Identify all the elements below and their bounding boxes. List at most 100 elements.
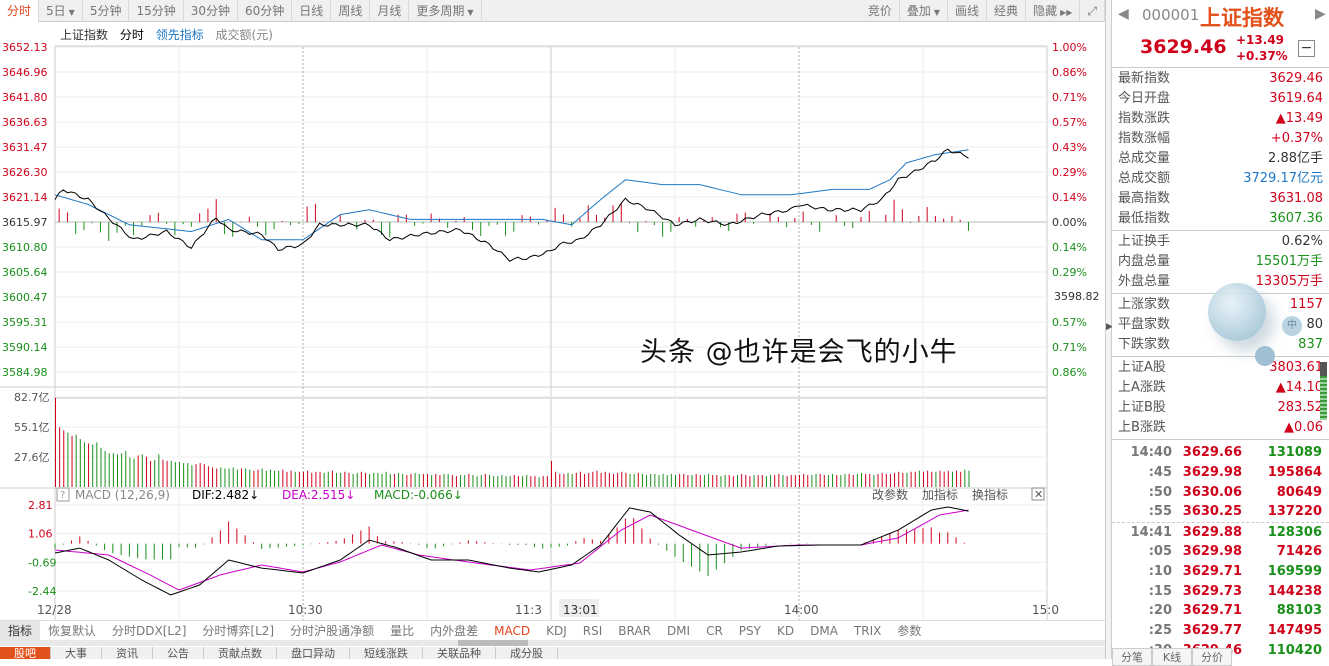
panel-tab[interactable]: 分价: [1192, 648, 1232, 666]
bottom-tab[interactable]: 股吧: [0, 647, 51, 659]
price-tick: 3631.47: [2, 141, 48, 154]
period-tab[interactable]: 分时: [0, 0, 40, 22]
price-tick: 3646.96: [2, 66, 48, 79]
quote-row: 平盘家数 80: [1112, 315, 1329, 335]
quote-row: 上证B股 283.52: [1112, 398, 1329, 418]
toolbar-button[interactable]: 竞价: [861, 0, 900, 22]
quote-value: +0.37%: [1270, 131, 1323, 146]
indicator-tab[interactable]: KDJ: [546, 624, 567, 638]
quote-row: 总成交量 2.88亿手: [1112, 149, 1329, 169]
indicator-tab[interactable]: KD: [776, 624, 795, 638]
quote-label: 上证A股: [1118, 360, 1166, 375]
bottom-tab[interactable]: 成分股: [496, 647, 558, 659]
time-tick: 12/28: [37, 603, 72, 617]
quote-value: ▲14.10: [1275, 380, 1323, 395]
indicator-tab[interactable]: BRAR: [618, 624, 651, 638]
quote-row: 外盘总量 13305万手: [1112, 272, 1329, 292]
quote-value: 3631.08: [1269, 191, 1323, 206]
quote-label: 内盘总量: [1118, 254, 1171, 269]
expand-icon[interactable]: ⤢: [1080, 0, 1105, 22]
scroll-thumb[interactable]: [458, 640, 528, 646]
quote-value: 3803.61: [1269, 360, 1323, 375]
tick-volume: 71426: [1276, 543, 1322, 559]
indicator-tab[interactable]: DMI: [666, 624, 691, 638]
close-indicator-button[interactable]: [1031, 487, 1045, 501]
bottom-tab[interactable]: 大事: [51, 647, 102, 659]
toolbar-button-label: 竞价: [867, 4, 892, 18]
indicator-tab[interactable]: 恢复默认: [48, 624, 97, 638]
period-tab[interactable]: 15分钟: [129, 0, 184, 22]
price-change: +13.49: [1236, 33, 1285, 47]
bottom-tab[interactable]: 公告: [153, 647, 204, 659]
toolbar-button[interactable]: 经典: [987, 0, 1027, 22]
panel-scrollbar[interactable]: [1320, 362, 1327, 420]
bottom-tab[interactable]: 盘口异动: [277, 647, 350, 659]
prev-arrow-icon[interactable]: ◀: [1118, 6, 1129, 22]
bottom-tab[interactable]: 贡献点数: [204, 647, 277, 659]
period-tab-label: 周线: [338, 4, 363, 18]
period-tab[interactable]: 60分钟: [238, 0, 293, 22]
quote-row: 最低指数 3607.36: [1112, 209, 1329, 229]
tick-price: 3629.98: [1182, 543, 1242, 559]
indicator-tab[interactable]: 分时DDX[L2]: [112, 624, 187, 638]
price-tick: 3600.47: [2, 291, 48, 304]
indicator-tab[interactable]: RSI: [582, 624, 603, 638]
indicator-tab[interactable]: CR: [706, 624, 723, 638]
tick-volume: 80649: [1276, 484, 1322, 500]
bottom-tab[interactable]: 关联品种: [423, 647, 496, 659]
close-icon: ✕: [1034, 488, 1043, 501]
stock-code: 000001: [1142, 6, 1200, 24]
indicator-tab[interactable]: 量比: [390, 624, 415, 638]
toolbar-button[interactable]: 隐藏 ▶▶: [1026, 0, 1081, 22]
indicator-tab[interactable]: PSY: [738, 624, 761, 638]
tick-time: :45: [1148, 464, 1172, 480]
help-icon[interactable]: [56, 487, 70, 502]
chart-scrollbar[interactable]: [0, 640, 1105, 646]
panel-tab[interactable]: 分笔: [1112, 648, 1152, 666]
intraday-chart[interactable]: 3652.13 1.00% 3646.96 0.86% 3641.80 0.71% 3636…: [0, 22, 1105, 642]
toolbar-button[interactable]: 叠加 ▼: [900, 0, 949, 22]
float-badge-icon[interactable]: 中: [1282, 316, 1302, 336]
quote-label: 总成交量: [1118, 151, 1171, 166]
tick-volume: 147495: [1267, 623, 1322, 639]
period-tab-label: 30分钟: [190, 4, 231, 18]
period-tab[interactable]: 月线: [370, 0, 410, 22]
period-tab[interactable]: 更多周期 ▼: [409, 0, 482, 22]
float-shirt-icon[interactable]: [1255, 346, 1275, 366]
panel-tab[interactable]: K线: [1152, 648, 1192, 666]
price-line: [54, 148, 969, 262]
pct-tick: 0.00%: [1052, 216, 1087, 229]
bottom-tab[interactable]: 短线涨跌: [350, 647, 423, 659]
tick-row: :25 3629.77 147495: [1112, 621, 1329, 641]
minimize-button[interactable]: −: [1298, 40, 1315, 57]
indicator-tab[interactable]: 分时博弈[L2]: [202, 624, 275, 638]
last-price: 3629.46: [1140, 36, 1227, 58]
next-arrow-icon[interactable]: ▶: [1315, 6, 1326, 22]
period-tab[interactable]: 5日 ▼: [39, 0, 83, 22]
indicator-tab[interactable]: TRIX: [853, 624, 882, 638]
macd-button[interactable]: 换指标: [972, 487, 1008, 502]
toolbar-button[interactable]: 画线: [948, 0, 988, 22]
floating-ball-icon[interactable]: [1208, 283, 1266, 341]
caret-down-icon: ▼: [933, 8, 941, 17]
macd-button[interactable]: 加指标: [922, 487, 958, 502]
quote-label: 上涨家数: [1118, 297, 1171, 312]
indicator-tab[interactable]: 指标: [0, 621, 41, 640]
indicator-tab[interactable]: 内外盘差: [430, 624, 479, 638]
indicator-tab[interactable]: 分时沪股通净额: [290, 624, 375, 638]
period-tab[interactable]: 周线: [331, 0, 371, 22]
indicator-tab[interactable]: 参数: [897, 624, 922, 638]
period-tab[interactable]: 5分钟: [83, 0, 130, 22]
panel-splitter[interactable]: ▶: [1105, 0, 1113, 659]
macd-button[interactable]: 改参数: [872, 487, 908, 502]
quote-label: 指数涨跌: [1118, 111, 1171, 126]
quote-label: 今日开盘: [1118, 91, 1171, 106]
bottom-tab[interactable]: 资讯: [102, 647, 153, 659]
period-tab[interactable]: 日线: [292, 0, 332, 22]
tick-time: 14:40: [1130, 445, 1172, 460]
dif-line: [54, 506, 969, 596]
indicator-tab[interactable]: MACD: [494, 624, 531, 638]
indicator-tab[interactable]: DMA: [810, 624, 838, 638]
collapse-arrow-icon[interactable]: ▶: [1106, 322, 1113, 332]
period-tab[interactable]: 30分钟: [184, 0, 239, 22]
